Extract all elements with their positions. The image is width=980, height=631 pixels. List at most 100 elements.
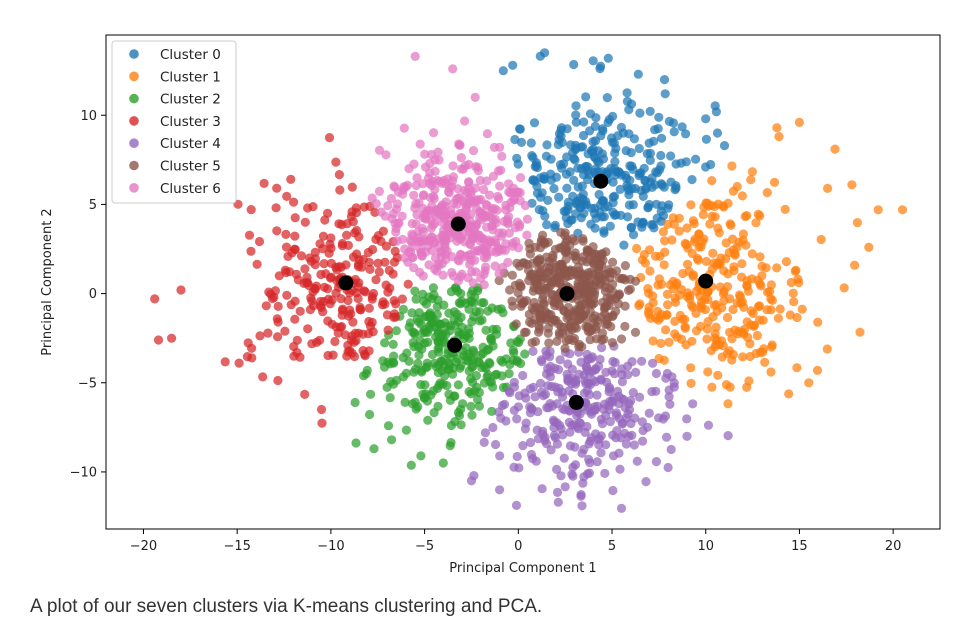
data-point <box>482 345 492 355</box>
data-point <box>738 352 748 362</box>
data-point <box>343 295 353 306</box>
data-point <box>477 298 487 308</box>
data-point <box>570 322 580 332</box>
data-point <box>391 204 402 214</box>
data-point <box>422 358 432 368</box>
data-point <box>518 370 528 381</box>
data-point <box>609 369 620 379</box>
data-point <box>326 233 336 243</box>
data-point <box>220 357 230 367</box>
data-point <box>461 343 471 353</box>
data-point <box>526 138 536 148</box>
data-point <box>563 205 573 215</box>
data-point <box>432 175 442 186</box>
data-point <box>579 117 589 127</box>
data-point <box>696 242 706 252</box>
x-tick-label: 20 <box>885 539 902 554</box>
data-point <box>534 264 544 274</box>
data-point <box>669 382 679 392</box>
data-point <box>324 248 334 258</box>
data-point <box>682 414 692 424</box>
data-point <box>512 337 522 347</box>
data-point <box>474 387 484 398</box>
data-point <box>640 258 651 268</box>
data-point <box>847 180 857 190</box>
data-point <box>417 223 427 234</box>
data-point <box>766 367 776 377</box>
data-point <box>614 448 624 458</box>
data-point <box>565 427 575 437</box>
data-point <box>244 230 255 240</box>
x-tick-label: −20 <box>130 539 157 554</box>
data-point <box>625 274 635 284</box>
data-point <box>686 378 696 388</box>
data-point <box>571 110 581 120</box>
data-point <box>742 317 752 327</box>
data-point <box>490 370 501 380</box>
data-point <box>646 220 657 230</box>
data-point <box>732 298 742 308</box>
data-point <box>725 327 735 337</box>
data-point <box>281 242 292 252</box>
data-point <box>513 159 523 169</box>
data-point <box>714 228 724 238</box>
data-point <box>273 317 283 327</box>
data-point <box>273 332 283 342</box>
data-point <box>479 184 489 195</box>
data-point <box>626 222 636 232</box>
data-point <box>560 482 570 492</box>
data-point <box>589 318 599 328</box>
data-point <box>692 253 703 264</box>
data-point <box>365 264 375 274</box>
data-point <box>654 353 664 364</box>
data-point <box>629 134 640 144</box>
data-point <box>306 293 316 303</box>
data-point <box>577 501 587 511</box>
data-point <box>681 340 691 350</box>
data-point <box>721 238 731 248</box>
data-point <box>723 198 733 208</box>
cluster-scatter-chart: −20 −15 −10 −5 0 5 10 15 20 −10 −5 0 5 10 Principal … <box>40 34 941 576</box>
data-point <box>570 236 580 246</box>
data-point <box>317 418 327 428</box>
data-point <box>609 138 619 148</box>
data-point <box>608 485 618 496</box>
data-point <box>570 379 581 389</box>
data-point <box>409 159 419 169</box>
data-point <box>742 280 752 291</box>
data-point <box>398 353 408 363</box>
data-point <box>670 316 680 326</box>
data-point <box>282 290 292 300</box>
data-point <box>535 255 545 265</box>
data-point <box>656 150 666 161</box>
data-point <box>345 305 355 315</box>
data-point <box>433 344 443 354</box>
data-point <box>611 306 621 316</box>
data-point <box>308 202 318 212</box>
data-point <box>336 294 346 304</box>
data-point <box>554 192 564 202</box>
data-point <box>671 183 681 193</box>
data-point <box>512 414 522 424</box>
data-point <box>584 390 595 400</box>
data-point <box>607 338 618 348</box>
data-point <box>780 204 790 214</box>
data-point <box>651 457 662 467</box>
data-point <box>557 387 567 397</box>
data-point <box>331 157 341 167</box>
data-point <box>582 257 592 267</box>
data-point <box>603 117 613 127</box>
data-point <box>855 327 865 337</box>
data-point <box>581 92 591 102</box>
data-point <box>591 365 601 375</box>
data-point <box>427 349 437 360</box>
data-point <box>380 257 390 267</box>
data-point <box>494 276 504 286</box>
data-point <box>574 315 584 325</box>
data-point <box>448 176 458 186</box>
data-point <box>456 164 466 174</box>
data-point <box>406 460 416 470</box>
data-point <box>392 253 402 263</box>
data-point <box>615 464 625 474</box>
data-point <box>316 269 326 280</box>
